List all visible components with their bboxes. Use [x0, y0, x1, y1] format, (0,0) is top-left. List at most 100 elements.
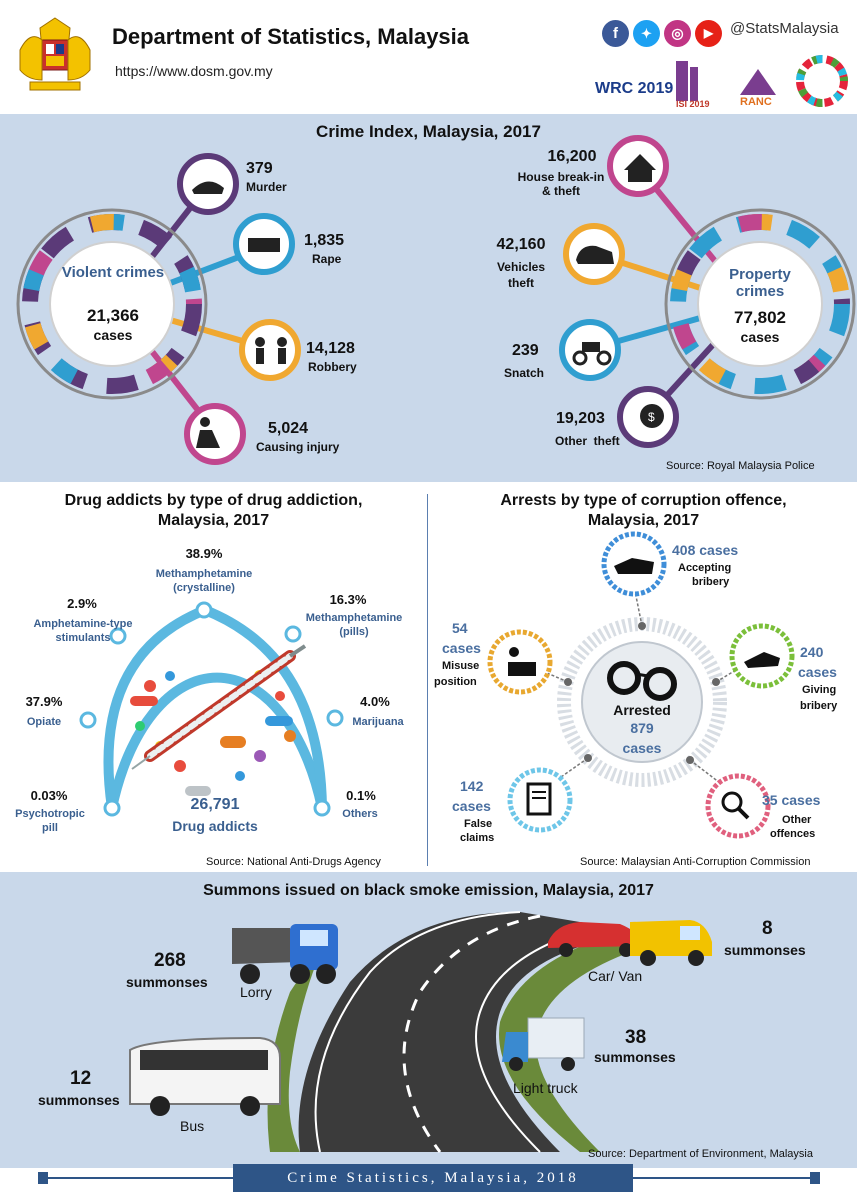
light-truck-label: Light truck — [513, 1080, 578, 1096]
drug-amphetamine-label-2: stimulants — [55, 632, 111, 644]
vehicles-theft-value: 42,160 — [496, 236, 546, 253]
drugs-source: Source: National Anti-Drugs Agency — [206, 856, 381, 868]
robbery-icon — [239, 319, 301, 381]
other-theft-label: Other theft — [555, 434, 620, 448]
light-truck-value: 38 — [625, 1027, 647, 1048]
misuse-position-label-2: position — [434, 676, 477, 688]
handcuffs-icon — [607, 661, 677, 701]
section-divider — [427, 494, 428, 866]
drug-meth-pills-label-2: (pills) — [339, 626, 369, 638]
robbery-label: Robbery — [308, 360, 357, 374]
crime-index-section: Crime Index, Malaysia, 2017 — [0, 114, 857, 482]
false-claims-label: False — [464, 818, 493, 830]
logo-isi: ISI 2019 — [676, 99, 710, 109]
giving-bribery-value: 240 — [800, 644, 824, 660]
svg-text:$: $ — [648, 410, 655, 424]
drug-total-label: Drug addicts — [172, 818, 258, 834]
social-handle[interactable]: @StatsMalaysia — [730, 20, 839, 37]
vehicles-theft-label: Vehicles — [496, 260, 546, 274]
house-break-in-value: 16,200 — [547, 148, 597, 165]
drug-psychotropic-pct: 0.03% — [30, 788, 68, 803]
accepting-bribery-label: Accepting — [678, 562, 732, 574]
corruption-title-2: Malaysia, 2017 — [587, 512, 700, 529]
crime-index-title: Crime Index, Malaysia, 2017 — [316, 122, 541, 141]
youtube-icon[interactable]: ▶ — [695, 20, 722, 47]
property-hub-label: Property crimes — [729, 266, 791, 300]
car-van-unit: summonses — [724, 942, 806, 958]
drug-amphetamine-pct: 2.9% — [67, 596, 97, 611]
facebook-icon[interactable]: f — [602, 20, 629, 47]
accepting-bribery-value: 408 cases — [672, 542, 739, 558]
other-offences-label: Other — [782, 814, 812, 826]
drug-total: 26,791 — [190, 796, 240, 813]
drug-others-label: Others — [342, 808, 378, 820]
other-offences-icon — [705, 773, 771, 839]
drug-meth-crystal-pct: 38.9% — [185, 546, 223, 561]
drug-meth-crystal-label-2: (crystalline) — [173, 582, 235, 594]
drug-marijuana-pct: 4.0% — [360, 694, 390, 709]
drugs-corruption-section: Drug addicts by type of drug addiction, … — [0, 486, 857, 872]
logo-ranc: RANC — [740, 96, 772, 108]
causing-injury-icon — [184, 403, 246, 465]
causing-injury-value: 5,024 — [268, 420, 309, 437]
crime-source: Source: Royal Malaysia Police — [666, 460, 815, 472]
drugs-title-1: Drug addicts by type of drug addiction, — [64, 492, 363, 509]
property-hub-total: 77,802 — [734, 308, 786, 327]
drugs-arc — [79, 601, 344, 817]
car-van-label: Car/ Van — [588, 968, 643, 984]
murder-value: 379 — [246, 160, 273, 177]
lorry-unit: summonses — [126, 974, 208, 990]
light-truck-illustration — [502, 1017, 585, 1071]
drug-opiate-pct: 37.9% — [25, 694, 63, 709]
header-title: Department of Statistics, Malaysia — [112, 24, 470, 49]
false-claims-label-2: claims — [460, 832, 495, 844]
corruption-title-1: Arrests by type of corruption offence, — [500, 492, 787, 509]
house-break-in-label: House break-in — [517, 170, 605, 184]
drug-opiate-label: Opiate — [26, 716, 62, 728]
coat-of-arms-logo — [19, 17, 91, 91]
false-claims-value-2: cases — [452, 798, 491, 814]
accepting-bribery-label-2: bribery — [692, 576, 730, 588]
other-offences-label-2: offences — [770, 828, 816, 840]
twitter-icon[interactable]: ✦ — [633, 20, 660, 47]
robbery-value: 14,128 — [306, 340, 355, 357]
giving-bribery-value-2: cases — [798, 664, 837, 680]
violent-hub-total: 21,366 — [87, 306, 139, 325]
violent-hub-unit: cases — [93, 327, 133, 343]
arrested-total: 879 — [630, 720, 654, 736]
summons-source: Source: Department of Environment, Malay… — [588, 1148, 813, 1160]
other-theft-value: 19,203 — [556, 410, 605, 427]
instagram-icon[interactable]: ◎ — [664, 20, 691, 47]
drug-marijuana-label: Marijuana — [352, 716, 404, 728]
false-claims-value: 142 — [460, 778, 484, 794]
violent-hub-label: Violent crimes — [61, 264, 165, 281]
pills-syringe-illustration — [130, 644, 307, 796]
corruption-source: Source: Malaysian Anti-Corruption Commis… — [580, 856, 811, 868]
house-break-in-label-2: & theft — [542, 184, 580, 198]
summons-section: Summons issued on black smoke emission, … — [0, 872, 857, 1172]
other-offences-value: 35 cases — [762, 792, 821, 808]
lorry-value: 268 — [154, 950, 186, 971]
lorry-illustration — [232, 924, 338, 984]
road-illustration — [129, 911, 712, 1153]
misuse-position-value-2: cases — [442, 640, 481, 656]
misuse-position-value: 54 — [452, 620, 468, 636]
crime-diagram: $ — [16, 135, 856, 465]
giving-bribery-label: Giving — [802, 684, 837, 696]
property-hub-unit: cases — [740, 329, 780, 345]
car-van-illustration — [548, 920, 712, 966]
drug-others-pct: 0.1% — [346, 788, 376, 803]
car-van-value: 8 — [762, 918, 773, 939]
bus-illustration — [129, 1036, 281, 1116]
rape-value: 1,835 — [304, 232, 345, 249]
drug-amphetamine-label: Amphetamine-type — [33, 618, 133, 630]
lorry-label: Lorry — [240, 984, 272, 1000]
bus-unit: summonses — [38, 1092, 120, 1108]
event-logos: WRC 2019 ISI 2019 RANC — [595, 55, 848, 109]
header-url[interactable]: https://www.dosm.gov.my — [115, 63, 273, 79]
corruption-diagram — [487, 531, 795, 839]
header: Department of Statistics, Malaysia https… — [0, 0, 857, 112]
logo-wrc: WRC 2019 — [595, 80, 673, 97]
giving-bribery-label-2: bribery — [800, 700, 838, 712]
